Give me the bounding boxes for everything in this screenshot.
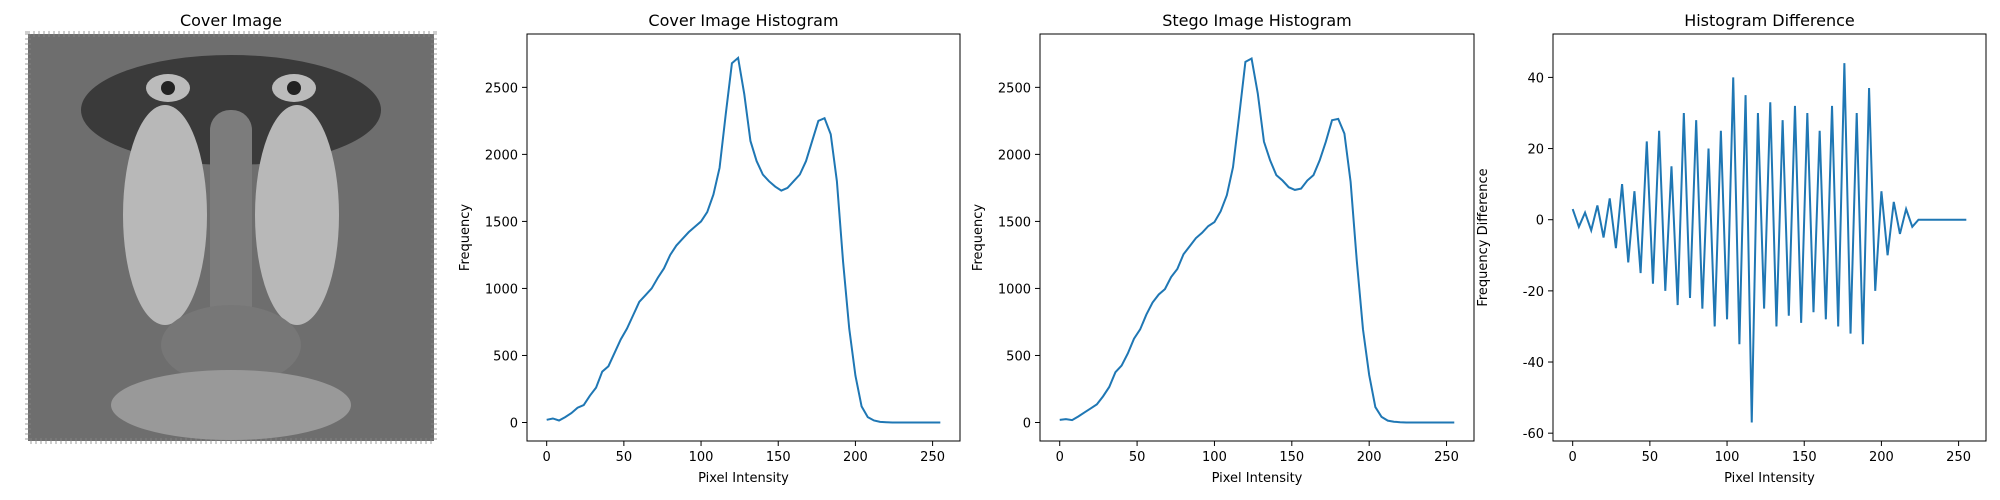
x-tick-label: 150: [766, 450, 791, 465]
x-tick-label: 150: [1792, 450, 1817, 465]
y-axis-label: Frequency: [458, 204, 473, 271]
x-tick-label: 100: [1202, 450, 1227, 465]
chart-title: Histogram Difference: [1684, 11, 1855, 30]
x-tick-label: 250: [1946, 450, 1971, 465]
plot-area: [1552, 33, 1987, 442]
y-tick-label: 500: [493, 349, 518, 364]
image-fur: [25, 31, 437, 444]
x-tick-label: 50: [1129, 450, 1146, 465]
x-tick-label: 150: [1279, 450, 1304, 465]
y-tick-label: 500: [1006, 349, 1031, 364]
y-tick-label: 2000: [998, 148, 1031, 163]
y-tick-label: 0: [510, 417, 518, 432]
y-tick-label: -40: [1523, 356, 1544, 371]
y-tick-label: 1000: [998, 282, 1031, 297]
data-line: [1571, 63, 1967, 423]
image-cheek: [123, 105, 207, 325]
plot-area: [526, 33, 961, 442]
x-tick-label: 250: [920, 450, 945, 465]
image-pupil: [287, 81, 301, 95]
y-tick-label: -60: [1523, 427, 1544, 442]
x-tick-label: 200: [1869, 450, 1894, 465]
y-tick-label: 2000: [485, 148, 518, 163]
x-tick-label: 0: [1569, 450, 1577, 465]
x-tick-label: 0: [543, 450, 551, 465]
x-tick-label: 200: [1357, 450, 1382, 465]
x-tick-label: 0: [1056, 450, 1064, 465]
chart-title: Cover Image Histogram: [648, 11, 838, 30]
image-pupil: [161, 81, 175, 95]
image-muzzle: [161, 305, 301, 385]
x-tick-label: 50: [1642, 450, 1659, 465]
y-tick-label: 0: [1536, 214, 1544, 229]
x-tick-label: 250: [1434, 450, 1459, 465]
plot-area: [1039, 33, 1475, 442]
y-tick-label: 1500: [485, 215, 518, 230]
y-tick-label: -20: [1523, 285, 1544, 300]
x-axis-label: Pixel Intensity: [698, 471, 789, 486]
cover-image: [25, 31, 437, 444]
x-axis-label: Pixel Intensity: [1212, 471, 1303, 486]
x-tick-label: 100: [1715, 450, 1740, 465]
chart-title: Stego Image Histogram: [1162, 11, 1352, 30]
data-line: [1059, 56, 1455, 424]
y-tick-label: 40: [1527, 71, 1544, 86]
x-tick-label: 50: [616, 450, 633, 465]
image-title: Cover Image: [180, 11, 282, 30]
image-beard: [111, 370, 351, 440]
y-tick-label: 20: [1527, 143, 1544, 158]
y-axis-label: Frequency: [971, 204, 986, 271]
y-tick-label: 0: [1023, 417, 1031, 432]
y-tick-label: 2500: [998, 81, 1031, 96]
x-axis-label: Pixel Intensity: [1724, 471, 1815, 486]
image-nose: [210, 110, 252, 330]
x-tick-label: 200: [843, 450, 868, 465]
y-tick-label: 1500: [998, 215, 1031, 230]
data-line: [546, 55, 941, 424]
x-tick-label: 100: [689, 450, 714, 465]
image-cheek: [255, 105, 339, 325]
y-tick-label: 2500: [485, 81, 518, 96]
y-axis-label: Frequency Difference: [1476, 168, 1491, 306]
y-tick-label: 1000: [485, 282, 518, 297]
